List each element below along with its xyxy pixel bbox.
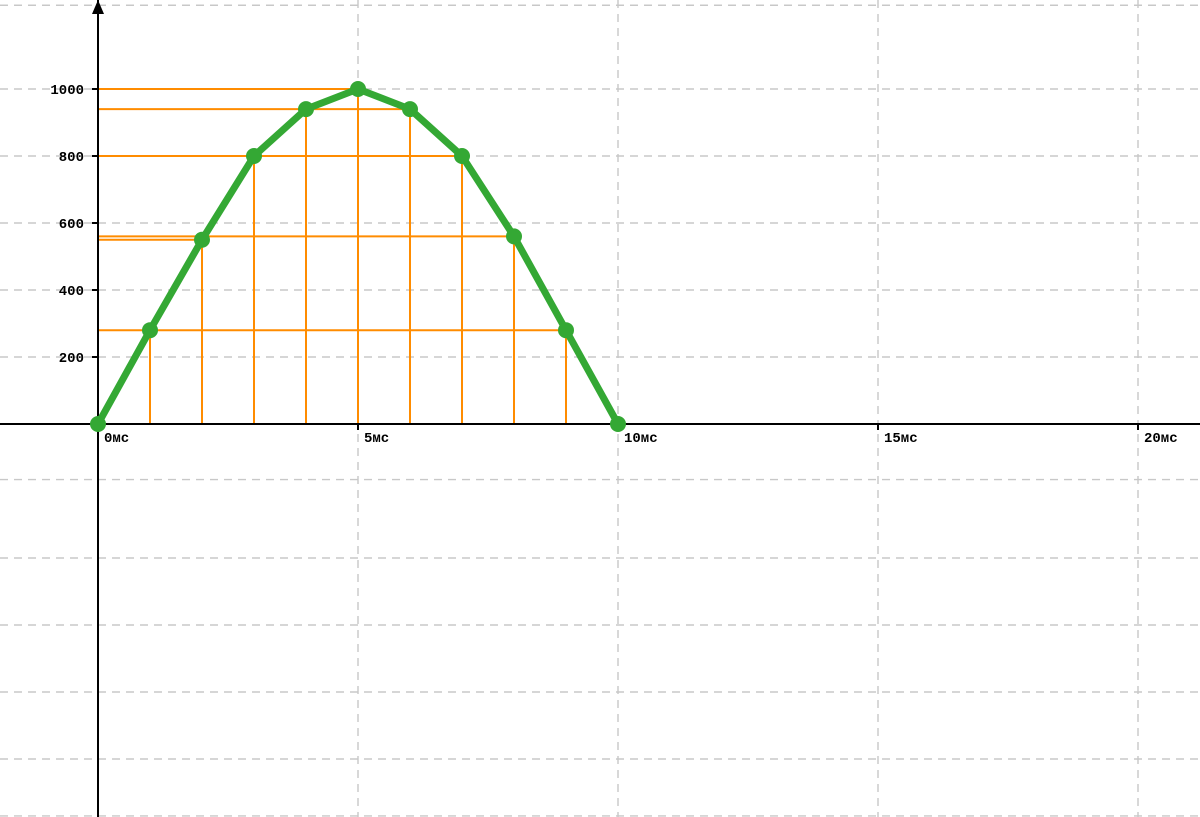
curve-marker	[298, 101, 314, 117]
y-tick-label: 1000	[50, 83, 84, 99]
grid	[0, 0, 1200, 817]
x-tick-label: 15мс	[884, 431, 918, 447]
y-tick-label: 200	[59, 351, 84, 367]
curve-marker	[558, 322, 574, 338]
x-tick-label: 20мс	[1144, 431, 1178, 447]
curve-marker	[142, 322, 158, 338]
drop-lines	[98, 89, 566, 424]
x-tick-label: 10мс	[624, 431, 658, 447]
curve-marker	[610, 416, 626, 432]
curve-marker	[246, 148, 262, 164]
line-chart: 200 400 600 800 1000 0мс 5мс 10мс 15мс 20мс	[0, 0, 1200, 817]
y-axis-arrow	[92, 0, 104, 14]
x-tick-label: 0мс	[104, 431, 129, 447]
curve-marker	[506, 228, 522, 244]
y-tick-label: 400	[59, 284, 84, 300]
curve-marker	[454, 148, 470, 164]
curve-marker	[350, 81, 366, 97]
curve-marker	[90, 416, 106, 432]
y-tick-label: 800	[59, 150, 84, 166]
axes: 200 400 600 800 1000 0мс 5мс 10мс 15мс 20мс	[0, 0, 1200, 817]
y-tick-label: 600	[59, 217, 84, 233]
curve-marker	[402, 101, 418, 117]
x-tick-label: 5мс	[364, 431, 389, 447]
curve-marker	[194, 232, 210, 248]
